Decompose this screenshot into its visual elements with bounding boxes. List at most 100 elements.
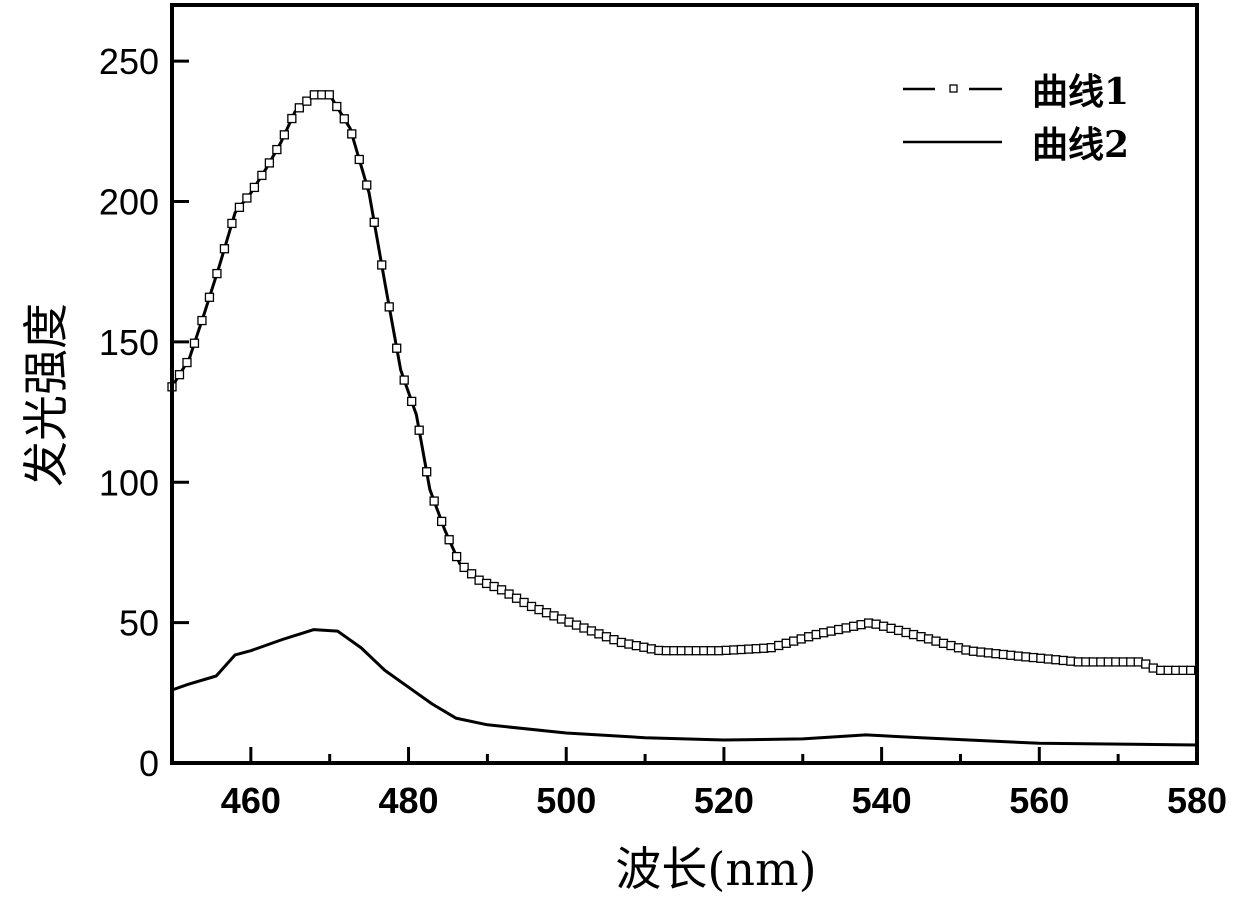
series-1-marker <box>775 641 783 649</box>
series-1-marker <box>977 648 985 656</box>
series-1-marker <box>1179 666 1187 674</box>
series-1-marker <box>400 376 408 384</box>
series-1-marker <box>872 620 880 628</box>
series-1-marker <box>1067 657 1075 665</box>
series-1-marker <box>1014 652 1022 660</box>
series-1-marker <box>865 619 873 627</box>
series-1-marker <box>745 645 753 653</box>
series-1-marker <box>1059 656 1067 664</box>
series-1-marker <box>1157 666 1165 674</box>
series-1-marker <box>340 115 348 123</box>
series-1-marker <box>969 647 977 655</box>
series-1-marker <box>587 627 595 635</box>
legend: 曲线1 曲线2 <box>903 71 1129 166</box>
series-1-marker <box>220 245 228 253</box>
series-1-marker <box>183 359 191 367</box>
series-1-marker <box>827 627 835 635</box>
series-1-marker <box>655 646 663 654</box>
x-tick-label: 500 <box>536 780 596 821</box>
series-1-marker <box>722 646 730 654</box>
series-1-marker <box>475 576 483 584</box>
series-1-marker <box>782 639 790 647</box>
series-1-marker <box>805 633 813 641</box>
series-1-marker <box>895 626 903 634</box>
x-tick-label: 480 <box>378 780 438 821</box>
series-1-marker <box>1164 666 1172 674</box>
series-1-marker <box>812 631 820 639</box>
series-1-marker <box>310 91 318 99</box>
series-1-marker <box>902 628 910 636</box>
series-1-marker <box>325 91 333 99</box>
series-1-marker <box>707 647 715 655</box>
y-tick-label: 0 <box>139 743 159 784</box>
series-1-marker <box>385 303 393 311</box>
series-1-marker <box>235 203 243 211</box>
series-1-marker <box>190 339 198 347</box>
series-1-marker <box>430 497 438 505</box>
series-1-marker <box>363 181 371 189</box>
series-1-marker <box>685 647 693 655</box>
x-tick-label: 560 <box>1009 780 1069 821</box>
series-1-marker <box>790 637 798 645</box>
x-tick-label: 580 <box>1167 780 1227 821</box>
series-1-marker <box>265 159 273 167</box>
series-1-marker <box>932 637 940 645</box>
series-1-marker <box>370 218 378 226</box>
series-1-marker <box>490 583 498 591</box>
x-axis-label: 波长(nm) <box>615 842 816 896</box>
series-1-marker <box>535 606 543 614</box>
series-1-marker <box>445 536 453 544</box>
y-tick-label: 250 <box>99 41 159 82</box>
series-1-marker <box>438 517 446 525</box>
legend-label-series-1: 曲线1 <box>1032 71 1129 113</box>
series-1-marker <box>992 650 1000 658</box>
series-1-marker <box>954 644 962 652</box>
series-1-marker <box>880 622 888 630</box>
series-1-marker <box>647 645 655 653</box>
series-1-marker <box>1007 651 1015 659</box>
series-1-marker <box>1149 664 1157 672</box>
series-1-marker <box>1112 658 1120 666</box>
series-1-marker <box>572 621 580 629</box>
series-1-marker <box>273 146 281 154</box>
series-1-marker <box>355 155 363 163</box>
series-layer <box>168 91 1197 745</box>
series-1-marker <box>610 636 618 644</box>
series-1-marker <box>213 270 221 278</box>
series-1-marker <box>662 647 670 655</box>
x-tick-label: 460 <box>221 780 281 821</box>
series-1-marker <box>1097 658 1105 666</box>
y-axis-label: 发光强度 <box>19 303 73 487</box>
series-1-marker <box>632 642 640 650</box>
series-1-marker <box>737 646 745 654</box>
series-1-marker <box>617 638 625 646</box>
x-tick-label: 540 <box>852 780 912 821</box>
series-1-marker <box>175 371 183 379</box>
series-1-marker <box>205 293 213 301</box>
series-1-marker <box>243 194 251 202</box>
y-tick-label: 150 <box>99 322 159 363</box>
series-1-marker <box>760 644 768 652</box>
series-1-marker <box>625 640 633 648</box>
series-1-marker <box>393 344 401 352</box>
series-1-marker <box>715 647 723 655</box>
y-tick-label: 50 <box>119 603 159 644</box>
series-1-marker <box>1074 658 1082 666</box>
series-1-marker <box>280 131 288 139</box>
series-1-marker <box>318 91 326 99</box>
series-1-marker <box>850 622 858 630</box>
series-1-marker <box>767 644 775 652</box>
series-1-marker <box>1187 666 1195 674</box>
series-1-marker <box>550 612 558 620</box>
series-1-marker <box>228 219 236 227</box>
series-1-marker <box>677 647 685 655</box>
series-1-marker <box>528 602 536 610</box>
series-1-marker <box>602 633 610 641</box>
series-1-marker <box>1082 658 1090 666</box>
series-1-marker <box>378 261 386 269</box>
series-1-marker <box>1142 660 1150 668</box>
series-1-marker <box>415 426 423 434</box>
series-1-marker <box>505 590 513 598</box>
series-1-marker <box>423 468 431 476</box>
series-1-marker <box>460 563 468 571</box>
